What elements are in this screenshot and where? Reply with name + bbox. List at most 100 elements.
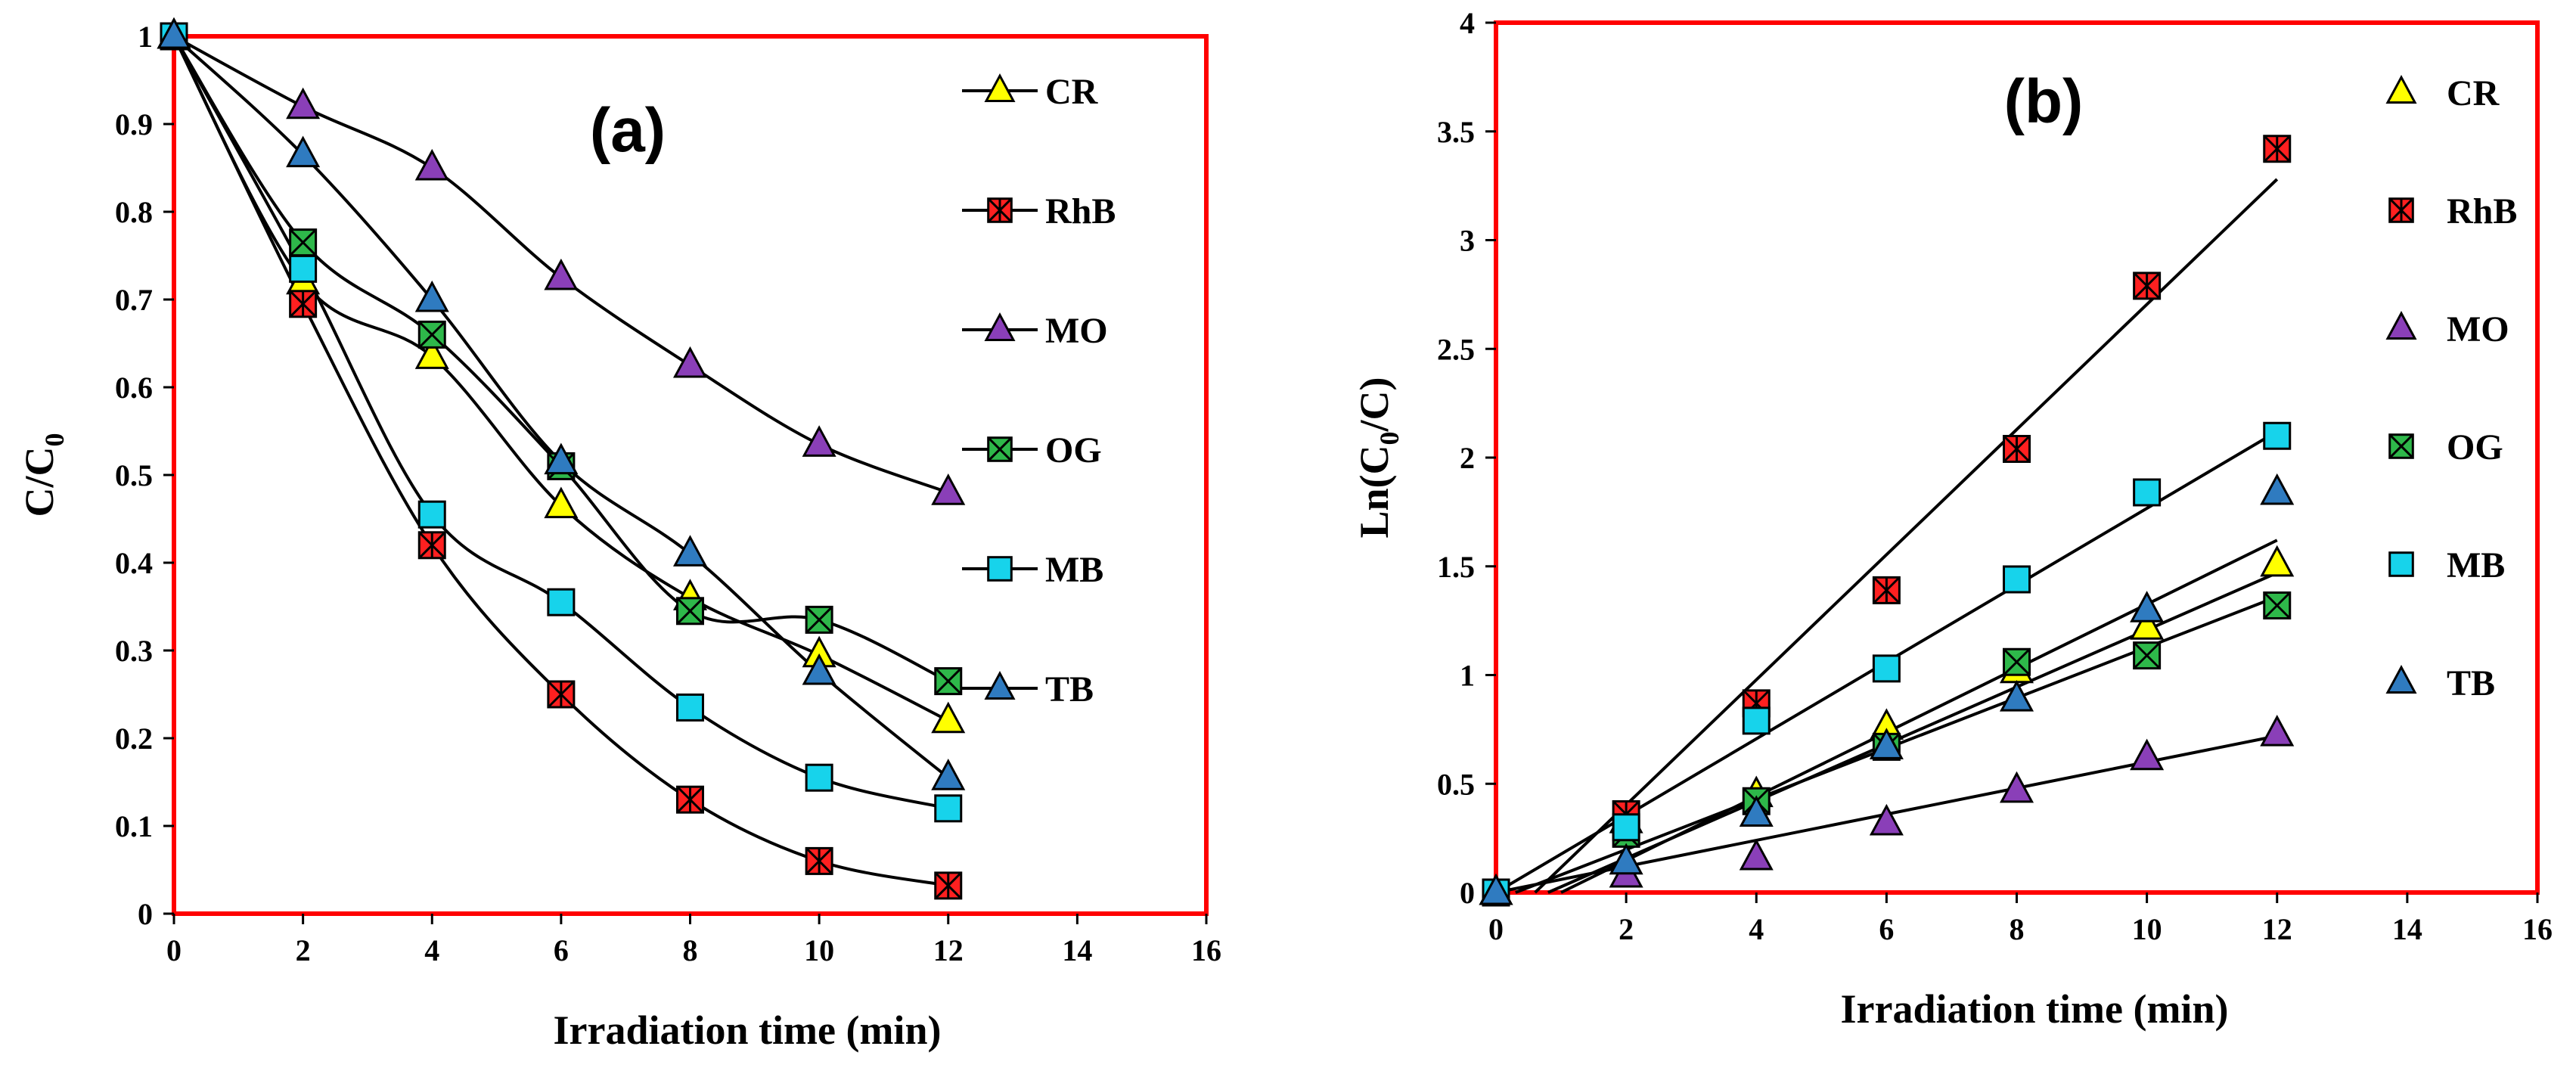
x-axis-label: Irradiation time (min) bbox=[554, 1007, 942, 1053]
data-point-og bbox=[289, 228, 318, 257]
legend-marker-og bbox=[987, 436, 1013, 462]
data-point-rhb bbox=[289, 290, 318, 318]
x-tick-label: 2 bbox=[1619, 912, 1634, 946]
data-point-cr bbox=[2130, 608, 2165, 640]
data-point-mb bbox=[676, 693, 704, 722]
y-tick-label: 0 bbox=[1460, 876, 1475, 910]
data-point-mo bbox=[2130, 738, 2165, 771]
data-point-rhb bbox=[2003, 435, 2031, 463]
series-line-cr bbox=[172, 36, 949, 722]
legend-label-tb: TB bbox=[1045, 669, 1094, 709]
data-point-cr bbox=[931, 701, 966, 734]
legend-marker-tb bbox=[2385, 665, 2417, 694]
data-point-rhb bbox=[2263, 135, 2292, 163]
data-point-rhb bbox=[417, 531, 446, 560]
data-point-mo bbox=[414, 148, 449, 181]
legend-marker-tb bbox=[984, 671, 1016, 700]
x-tick-label: 8 bbox=[2010, 912, 2025, 946]
y-tick-label: 0.5 bbox=[1437, 767, 1475, 801]
y-tick-label: 2.5 bbox=[1437, 332, 1475, 366]
data-point-rhb bbox=[1872, 576, 1901, 604]
legend-marker-mo bbox=[2385, 311, 2417, 340]
panel-label: (a) bbox=[590, 96, 666, 165]
data-point-mo bbox=[802, 425, 836, 457]
data-point-tb bbox=[544, 442, 579, 475]
data-point-mb bbox=[2263, 421, 2292, 450]
legend-label-mo: MO bbox=[1045, 311, 1108, 351]
x-tick-label: 14 bbox=[1062, 933, 1092, 967]
x-axis-label: Irradiation time (min) bbox=[1841, 986, 2229, 1032]
data-point-tb bbox=[1609, 843, 1643, 875]
panel-a-chart: 0 2 4 6 8 10 12 14 1600.10.20.30.40.50.60.70.80.… bbox=[17, 17, 1221, 1053]
data-point-og bbox=[2263, 591, 2292, 619]
legend-label-mb: MB bbox=[2447, 545, 2505, 585]
x-tick-label: 8 bbox=[683, 933, 698, 967]
legend: CR RhB MO OG MB TB bbox=[2385, 73, 2517, 703]
data-point-mb bbox=[1612, 813, 1640, 842]
legend-marker-cr bbox=[2385, 75, 2417, 104]
legend-label-rhb: RhB bbox=[1045, 191, 1116, 231]
y-tick-label: 4 bbox=[1460, 6, 1475, 40]
data-point-tb bbox=[2130, 591, 2165, 622]
data-point-mb bbox=[289, 254, 318, 283]
data-point-rhb bbox=[805, 846, 833, 875]
y-tick-label: 3 bbox=[1460, 224, 1475, 258]
x-tick-label: 4 bbox=[1749, 912, 1764, 946]
data-point-rhb bbox=[934, 871, 963, 900]
y-tick-label: 0.1 bbox=[115, 809, 153, 843]
y-axis-label-main: C/C bbox=[17, 447, 62, 517]
y-tick-label: 0.3 bbox=[115, 634, 153, 668]
y-axis-label-end: /C) bbox=[1352, 377, 1397, 432]
data-point-cr bbox=[414, 337, 449, 369]
y-axis-label: C/C0 bbox=[17, 433, 70, 517]
data-point-mo bbox=[1999, 771, 2034, 803]
y-tick-label: 1 bbox=[1460, 659, 1475, 693]
data-point-mo bbox=[1739, 838, 1774, 871]
y-tick-label: 0.9 bbox=[115, 107, 153, 141]
data-point-tb bbox=[802, 653, 836, 685]
data-point-mb bbox=[2003, 565, 2031, 594]
x-tick-label: 4 bbox=[424, 933, 439, 967]
data-point-tb bbox=[286, 135, 321, 168]
y-axis-label-subscript: 0 bbox=[1374, 431, 1404, 445]
data-point-cr bbox=[544, 486, 579, 519]
legend-marker-mo bbox=[984, 312, 1016, 341]
data-point-mb bbox=[547, 588, 576, 616]
x-tick-label: 10 bbox=[804, 933, 834, 967]
data-point-mo bbox=[1869, 803, 1904, 836]
x-tick-label: 12 bbox=[2262, 912, 2292, 946]
data-point-mb bbox=[417, 500, 446, 529]
legend-label-og: OG bbox=[2447, 427, 2503, 467]
data-point-tb bbox=[931, 759, 966, 790]
data-point-mb bbox=[1742, 706, 1771, 735]
data-point-tb bbox=[672, 535, 708, 567]
legend-label-rhb: RhB bbox=[2447, 191, 2517, 231]
y-axis-label: Ln(C0/C) bbox=[1352, 377, 1404, 538]
data-point-og bbox=[934, 667, 963, 696]
data-point-og bbox=[2003, 647, 2031, 676]
data-point-og bbox=[2133, 641, 2162, 670]
legend-marker-mb bbox=[987, 556, 1013, 582]
data-point-tb bbox=[414, 280, 449, 312]
data-point-mo bbox=[931, 473, 966, 505]
panel-b-chart: 0 2 4 6 8 10 12 14 16 0 0.5 1 1.5 2 2.5 3 3.5 4 Irradiatio… bbox=[1352, 6, 2553, 1032]
legend-marker-rhb bbox=[987, 197, 1013, 223]
data-point-rhb bbox=[547, 680, 576, 709]
series-line-rhb bbox=[172, 36, 949, 887]
data-point-mb bbox=[1872, 654, 1901, 683]
x-tick-label: 0 bbox=[1488, 912, 1504, 946]
y-tick-label: 0.6 bbox=[115, 371, 153, 405]
data-point-mo bbox=[672, 346, 708, 378]
x-tick-label: 0 bbox=[166, 933, 182, 967]
y-tick-label: 1 bbox=[138, 20, 153, 54]
x-tick-label: 12 bbox=[933, 933, 964, 967]
y-tick-label: 1.5 bbox=[1437, 550, 1475, 584]
legend-marker-cr bbox=[984, 73, 1016, 102]
data-point-cr bbox=[2260, 545, 2295, 577]
data-point-og bbox=[676, 597, 704, 626]
data-point-mo bbox=[2260, 714, 2295, 747]
x-tick-label: 6 bbox=[554, 933, 569, 967]
data-point-tb bbox=[1999, 679, 2034, 712]
x-tick-label: 2 bbox=[296, 933, 311, 967]
